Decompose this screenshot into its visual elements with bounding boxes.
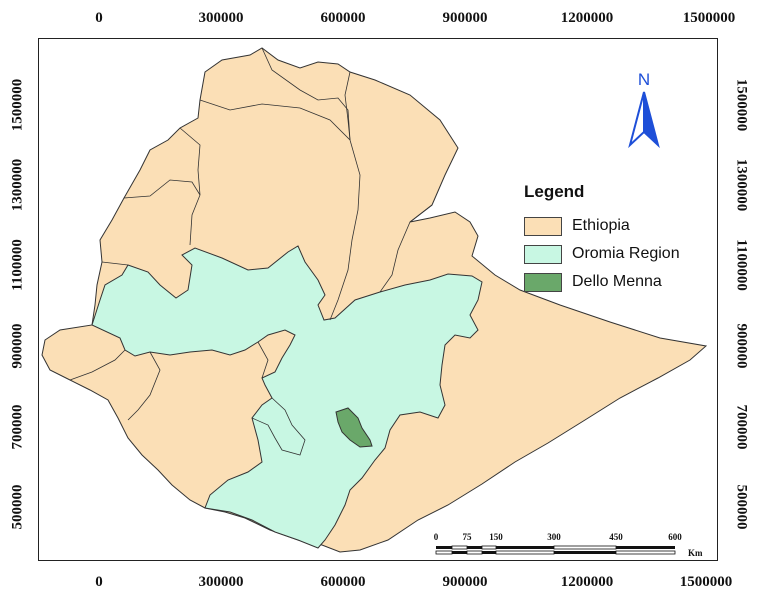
scale-tick: 450: [609, 532, 623, 542]
x-tick-top: 900000: [442, 10, 488, 26]
legend-item-oromia: Oromia Region: [524, 240, 710, 268]
x-tick-bottom: 1500000: [679, 574, 733, 590]
scale-bar: 0 75 150 300 450 600 Km: [430, 532, 710, 562]
legend-swatch-dello-menna: [524, 272, 562, 292]
x-tick-bottom: 0: [95, 574, 103, 590]
scale-tick: 300: [547, 532, 561, 542]
scale-tick: 600: [668, 532, 682, 542]
scale-unit: Km: [688, 548, 703, 558]
legend-swatch-ethiopia: [524, 216, 562, 236]
legend-title: Legend: [524, 182, 585, 201]
legend-label-oromia: Oromia Region: [572, 245, 680, 262]
legend-item-dello-menna: Dello Menna: [524, 268, 710, 296]
x-tick-bottom: 1200000: [560, 574, 614, 590]
x-tick-top: 1500000: [682, 10, 736, 26]
legend-item-ethiopia: Ethiopia: [524, 212, 710, 240]
dello-menna-shape: [335, 407, 373, 448]
north-label: N: [637, 70, 651, 89]
legend-label-ethiopia: Ethiopia: [572, 217, 630, 234]
north-arrow-icon: [628, 91, 660, 149]
scale-tick: 150: [489, 532, 503, 542]
scale-tick: 0: [433, 532, 439, 542]
scale-bar-graphic: [435, 545, 676, 555]
oromia-shape: [91, 245, 483, 549]
x-tick-bottom: 600000: [320, 574, 366, 590]
x-tick-bottom: 900000: [442, 574, 488, 590]
regional-boundaries: [69, 47, 433, 456]
x-tick-top: 0: [95, 10, 103, 26]
scale-tick: 75: [462, 532, 472, 542]
legend-label-dello-menna: Dello Menna: [572, 273, 662, 290]
legend: Legend Ethiopia Oromia Region Dello Menn…: [524, 182, 710, 296]
x-tick-top: 300000: [198, 10, 244, 26]
north-arrow: N: [626, 70, 662, 150]
x-tick-top: 600000: [320, 10, 366, 26]
x-tick-bottom: 300000: [198, 574, 244, 590]
legend-swatch-oromia: [524, 244, 562, 264]
x-tick-top: 1200000: [560, 10, 614, 26]
